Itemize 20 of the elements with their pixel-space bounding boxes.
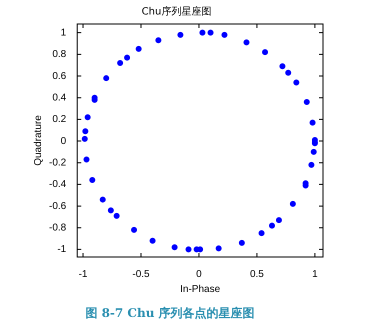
y-tick-label: -0.4: [48, 179, 67, 190]
x-axis-title: In-Phase: [180, 284, 221, 295]
x-tick-label: -0.5: [132, 268, 150, 280]
y-tick-label: -0.8: [48, 222, 67, 234]
chart-title: Chu序列星座图: [142, 6, 212, 18]
y-tick-label: -0.6: [48, 200, 67, 212]
y-tick-label: 0: [60, 136, 67, 147]
x-tick-label: 1: [312, 268, 318, 280]
y-tick-label: -1: [57, 244, 67, 256]
x-tick-label: 0.5: [250, 268, 264, 280]
y-tick-label: 0.2: [52, 114, 67, 126]
x-tick-label: -1: [78, 268, 88, 280]
y-tick-label: 1: [60, 27, 67, 38]
x-tick-label: 0: [196, 268, 202, 280]
y-tick-label: -0.2: [48, 157, 67, 168]
caption: 图 8-7 Chu 序列各点的星座图: [84, 305, 256, 322]
y-tick-label: 0.6: [52, 70, 67, 82]
y-tick-label: 0.8: [52, 49, 67, 60]
y-axis-title: Quadrature: [32, 114, 44, 166]
y-tick-label: 0.4: [52, 92, 67, 104]
